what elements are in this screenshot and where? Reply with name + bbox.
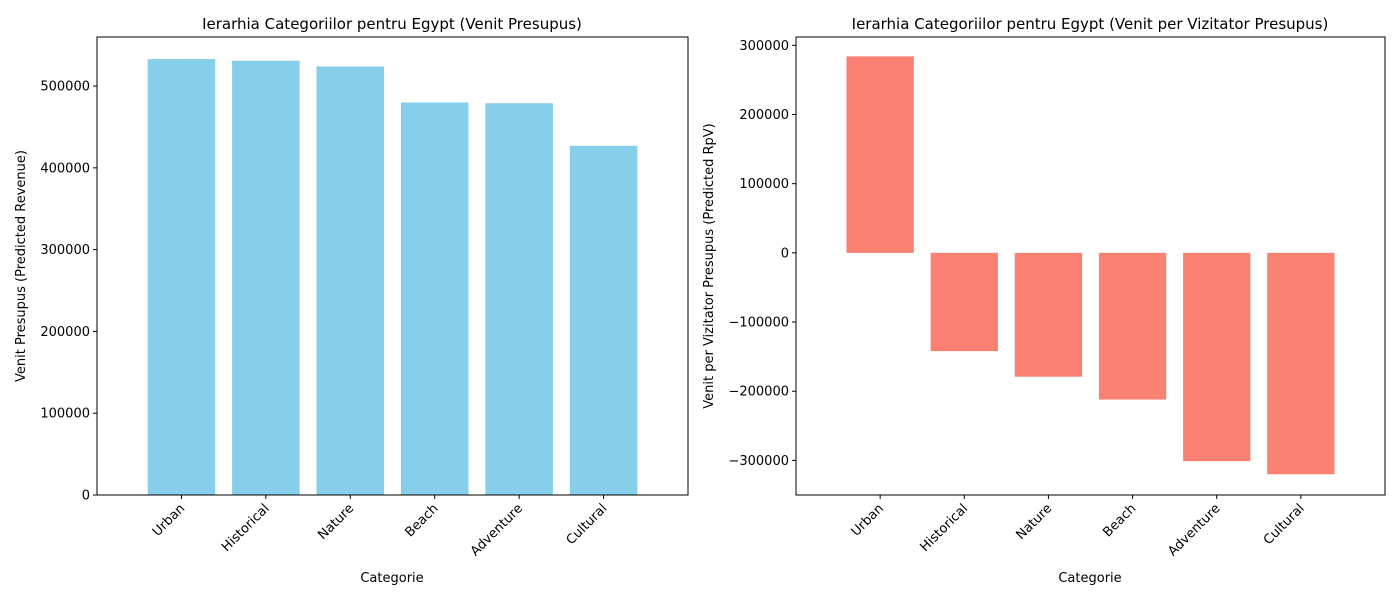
bar-nature [316,66,385,495]
bar-nature [1014,252,1083,377]
y-tick-label: 100000 [40,407,90,422]
bar-urban [846,56,914,253]
y-axis-label: Venit per Vizitator Presupus (Predicted … [702,123,717,409]
y-tick-label: 0 [781,246,789,261]
y-tick-label: −100000 [728,316,789,331]
x-tick-label: Historical [219,501,273,555]
bar-beach [1098,252,1167,400]
x-ticks: Urban Historical Nature Beach Adventure Cultu… [849,495,1308,559]
y-tick-label: 0 [82,489,90,504]
bar-historical [930,252,998,352]
x-axis-label: Categorie [360,571,423,586]
y-tick-label: −300000 [728,454,789,469]
bar-beach [400,102,469,495]
y-tick-label: 300000 [40,243,90,258]
y-ticks: −300000 −200000 −100000 0 100000 200000 300000 [728,39,796,469]
x-tick-label: Urban [849,501,887,539]
x-tick-label: Cultural [1261,501,1308,548]
revenue-chart: Ierarhia Categoriilor pentru Egypt (Veni… [14,15,689,586]
y-tick-label: 100000 [739,177,789,192]
y-tick-label: −200000 [728,385,789,400]
bar-historical [232,60,300,495]
x-tick-label: Adventure [1165,501,1223,559]
y-axis-label: Venit Presupus (Predicted Revenue) [14,150,29,382]
y-tick-label: 200000 [739,108,789,123]
bar-cultural [569,145,638,495]
x-tick-label: Cultural [564,501,611,548]
y-tick-label: 300000 [739,39,789,54]
bar-adventure [1183,252,1251,462]
x-tick-label: Historical [917,501,971,555]
x-tick-label: Beach [1100,501,1139,540]
bar-urban [147,59,216,495]
plot-frame [795,36,1386,496]
x-axis-label: Categorie [1058,571,1121,586]
bars-group [147,59,638,495]
y-tick-label: 500000 [40,80,90,95]
plot-frame [96,36,689,496]
x-tick-label: Nature [315,501,357,543]
y-tick-label: 400000 [40,161,90,176]
x-tick-label: Nature [1013,501,1055,543]
chart-title: Ierarhia Categoriilor pentru Egypt (Veni… [852,15,1329,33]
x-tick-label: Adventure [468,501,526,559]
bar-cultural [1267,252,1335,475]
x-tick-label: Urban [150,501,188,539]
bars-group [846,56,1335,475]
chart-title: Ierarhia Categoriilor pentru Egypt (Veni… [202,15,582,33]
revenue-per-visitor-chart: Ierarhia Categoriilor pentru Egypt (Veni… [702,15,1386,586]
x-tick-label: Beach [402,501,441,540]
bar-adventure [485,103,553,495]
x-ticks: Urban Historical Nature Beach Adventure Cultu… [150,495,611,559]
y-ticks: 0 100000 200000 300000 400000 500000 [40,80,97,504]
y-tick-label: 200000 [40,325,90,340]
